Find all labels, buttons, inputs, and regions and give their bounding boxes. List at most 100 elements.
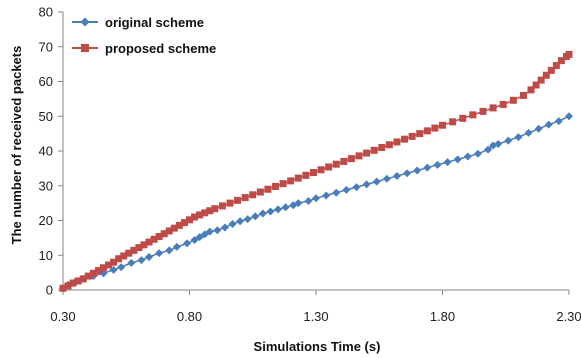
chart-series [59, 50, 573, 293]
data-point [423, 127, 431, 135]
data-point [453, 155, 462, 164]
data-point [317, 166, 325, 174]
data-point [312, 194, 320, 203]
x-tick-label: 0.30 [50, 309, 75, 324]
data-point [325, 163, 333, 171]
data-point [439, 121, 446, 129]
data-point [117, 263, 126, 272]
data-point [145, 252, 154, 261]
x-tick-label: 2.30 [556, 309, 581, 324]
data-point [105, 261, 113, 269]
data-point [332, 188, 341, 197]
data-point [347, 155, 355, 163]
data-point [241, 194, 249, 202]
data-point [115, 255, 123, 263]
data-point [175, 221, 183, 229]
data-point [236, 217, 245, 226]
data-point [251, 212, 260, 221]
data-point [519, 91, 527, 99]
data-point [459, 114, 467, 122]
data-point [84, 272, 92, 280]
data-point [172, 242, 181, 251]
legend-marker-original-scheme [80, 17, 90, 27]
y-axis-title: The number of received packets [9, 46, 24, 245]
data-point [74, 277, 82, 285]
data-point [479, 107, 487, 115]
data-point [385, 141, 393, 149]
data-point [89, 269, 97, 277]
data-point [249, 191, 257, 199]
x-tick-label: 0.80 [177, 309, 202, 324]
data-point [332, 160, 340, 168]
data-point [281, 203, 290, 212]
y-tick-label: 40 [39, 144, 53, 159]
data-point [218, 202, 226, 210]
data-point [170, 224, 178, 232]
y-tick-label: 20 [39, 213, 53, 228]
data-point [287, 177, 295, 185]
data-point [382, 174, 391, 183]
data-point [256, 188, 264, 196]
data-point [201, 209, 209, 217]
data-point [355, 152, 363, 160]
data-point [64, 282, 72, 290]
data-point [99, 264, 107, 272]
data-point [449, 118, 457, 126]
y-tick-label: 30 [39, 178, 53, 193]
data-point [473, 149, 482, 158]
x-axis-title: Simulations Time (s) [254, 339, 381, 354]
data-point [433, 160, 442, 169]
data-point [557, 57, 565, 65]
data-point [423, 163, 432, 172]
data-point [137, 256, 146, 265]
data-point [191, 213, 199, 221]
data-point [340, 157, 348, 165]
data-point [443, 158, 452, 167]
data-point [403, 169, 412, 178]
data-point [542, 71, 550, 79]
data-point [228, 219, 237, 228]
data-point [272, 182, 280, 190]
data-point [220, 223, 229, 232]
legend-label-original-scheme: original scheme [105, 15, 204, 30]
legend-item-original-scheme: original scheme [72, 15, 204, 30]
data-point [494, 140, 503, 149]
data-point [552, 62, 560, 70]
data-point [294, 199, 303, 208]
data-point [145, 238, 153, 246]
data-point [79, 275, 87, 283]
data-point [182, 239, 191, 248]
data-point [431, 124, 439, 132]
data-point [413, 166, 422, 175]
data-point [186, 216, 193, 224]
data-point [140, 241, 148, 249]
data-point [150, 235, 158, 243]
data-point [401, 135, 409, 143]
data-point [352, 183, 361, 192]
data-point [469, 111, 477, 119]
data-point [155, 249, 164, 258]
data-point [234, 196, 242, 204]
chart-legend: original scheme proposed scheme [72, 15, 216, 56]
data-point [370, 146, 378, 154]
data-point [135, 244, 143, 252]
data-point [408, 132, 416, 140]
data-point [392, 172, 401, 181]
data-point [294, 174, 302, 182]
data-point [110, 258, 118, 266]
data-point [499, 100, 507, 108]
data-point [484, 145, 493, 154]
x-tick-label: 1.30 [303, 309, 328, 324]
data-point [416, 130, 424, 138]
data-point [504, 136, 513, 145]
data-point [196, 211, 204, 219]
x-tick-label: 1.80 [430, 309, 455, 324]
data-point [59, 284, 67, 292]
data-point [378, 144, 386, 152]
data-point [266, 207, 275, 216]
data-point [509, 96, 517, 104]
data-point [120, 252, 128, 260]
data-point [165, 227, 173, 235]
y-tick-label: 0 [46, 283, 53, 298]
data-point [342, 185, 351, 194]
